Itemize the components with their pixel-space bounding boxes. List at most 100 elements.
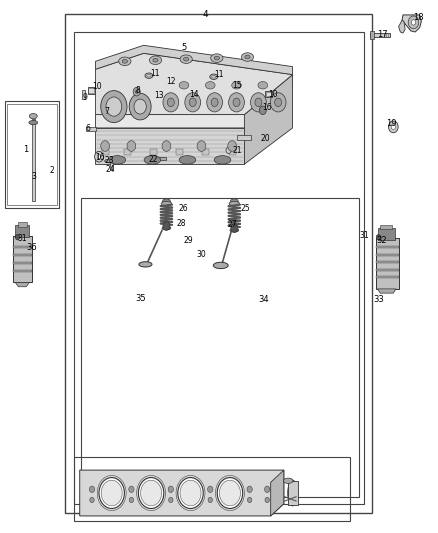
Circle shape [208, 497, 212, 503]
Bar [370, 33, 390, 37]
Ellipse shape [180, 55, 192, 63]
Circle shape [259, 106, 266, 115]
Text: 31: 31 [18, 235, 27, 243]
Bar [380, 225, 392, 229]
Circle shape [129, 93, 151, 120]
Circle shape [265, 497, 269, 503]
Ellipse shape [219, 480, 240, 506]
Text: 15: 15 [232, 81, 242, 90]
Polygon shape [15, 282, 29, 287]
Ellipse shape [138, 478, 164, 508]
Text: 2: 2 [49, 166, 54, 175]
Polygon shape [95, 128, 244, 164]
Ellipse shape [162, 227, 171, 230]
Polygon shape [271, 470, 284, 516]
Ellipse shape [101, 480, 122, 506]
Text: 27: 27 [228, 221, 237, 229]
Text: 20: 20 [261, 134, 270, 143]
Ellipse shape [178, 478, 203, 508]
Text: 24: 24 [105, 165, 115, 174]
Bar [102, 149, 109, 155]
Circle shape [129, 497, 134, 503]
Circle shape [167, 98, 174, 107]
Text: 29: 29 [183, 237, 193, 245]
Ellipse shape [283, 478, 293, 483]
Text: 10: 10 [92, 82, 102, 91]
Bar [88, 87, 95, 94]
Ellipse shape [230, 199, 238, 204]
Bar [237, 135, 251, 140]
Text: 35: 35 [135, 294, 145, 303]
Bar [124, 149, 131, 155]
Bar [15, 225, 29, 237]
Ellipse shape [149, 56, 162, 64]
Text: 18: 18 [413, 13, 423, 21]
Circle shape [185, 93, 201, 112]
Circle shape [270, 93, 286, 112]
Polygon shape [399, 20, 405, 33]
Ellipse shape [119, 57, 131, 66]
Bar [376, 238, 399, 289]
Circle shape [106, 97, 122, 116]
Bar [65, 14, 372, 513]
Ellipse shape [245, 55, 250, 59]
Bar [13, 254, 32, 256]
Text: 11: 11 [214, 70, 223, 79]
Bar [13, 246, 32, 248]
Polygon shape [244, 75, 293, 164]
Circle shape [15, 235, 20, 240]
Circle shape [391, 124, 396, 130]
Bar [265, 91, 272, 97]
Ellipse shape [144, 156, 161, 164]
Ellipse shape [214, 56, 219, 60]
Text: 6: 6 [86, 125, 91, 133]
Ellipse shape [122, 59, 127, 63]
Bar [74, 32, 364, 504]
Bar [18, 222, 27, 227]
Circle shape [101, 91, 127, 123]
Ellipse shape [213, 262, 228, 269]
Ellipse shape [29, 120, 38, 125]
Text: 16: 16 [95, 153, 105, 161]
Text: 4: 4 [202, 11, 208, 19]
Bar [81, 198, 359, 497]
Text: 5: 5 [181, 44, 187, 52]
Bar [86, 127, 96, 131]
Text: 3: 3 [32, 173, 36, 181]
Circle shape [275, 98, 282, 107]
Ellipse shape [145, 73, 153, 78]
Ellipse shape [99, 478, 124, 508]
Polygon shape [402, 15, 421, 32]
Circle shape [389, 121, 398, 133]
Circle shape [133, 87, 140, 96]
Circle shape [228, 141, 237, 151]
Circle shape [197, 141, 206, 151]
Ellipse shape [161, 201, 172, 206]
Bar [376, 276, 399, 278]
Text: 13: 13 [154, 92, 164, 100]
Circle shape [127, 141, 136, 151]
Text: 17: 17 [378, 30, 388, 39]
Bar [88, 88, 94, 93]
Circle shape [247, 497, 252, 503]
Ellipse shape [241, 53, 254, 61]
Ellipse shape [232, 82, 241, 89]
Text: 11: 11 [150, 69, 159, 78]
Circle shape [168, 486, 173, 492]
Polygon shape [80, 470, 284, 516]
Circle shape [134, 99, 146, 114]
Ellipse shape [179, 82, 189, 89]
Polygon shape [95, 75, 293, 128]
Circle shape [163, 93, 179, 112]
Circle shape [408, 16, 419, 29]
Bar [5, 101, 59, 208]
Bar [13, 236, 32, 282]
Circle shape [265, 486, 270, 492]
Bar [82, 90, 85, 99]
Ellipse shape [141, 480, 162, 506]
Circle shape [411, 20, 416, 25]
Bar [376, 254, 399, 256]
Ellipse shape [105, 159, 114, 163]
Circle shape [376, 235, 381, 240]
Bar [110, 162, 113, 169]
